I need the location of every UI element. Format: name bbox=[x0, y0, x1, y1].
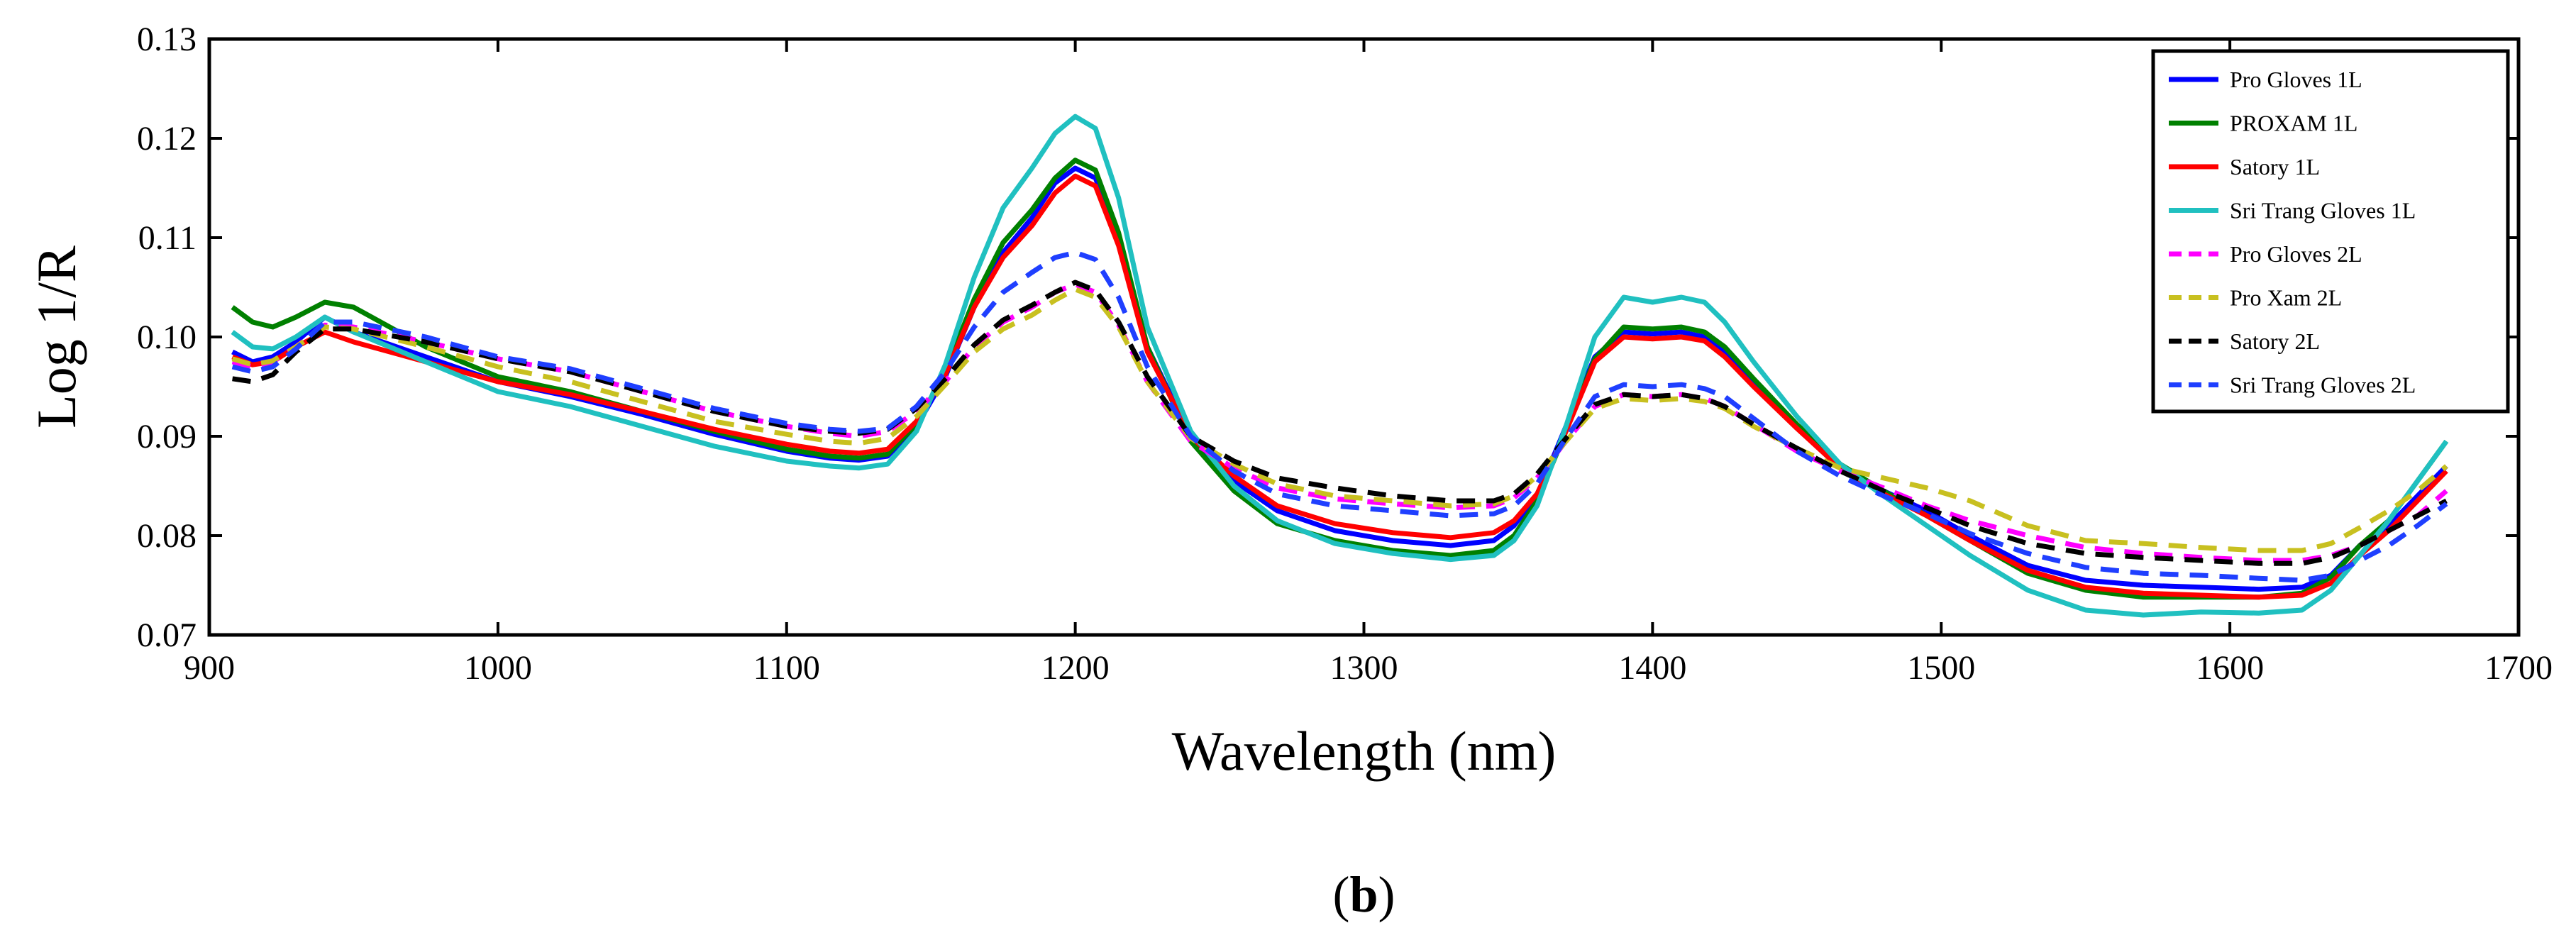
x-axis-title: Wavelength (nm) bbox=[1172, 720, 1557, 782]
series-layer bbox=[231, 114, 2449, 618]
x-tick-label: 1400 bbox=[1618, 649, 1686, 687]
legend-box bbox=[2151, 49, 2510, 414]
legend-label-3: Satory 1L bbox=[2230, 154, 2320, 179]
x-tick-label: 1200 bbox=[1041, 649, 1110, 687]
y-tick-label: 0.10 bbox=[137, 319, 197, 356]
legend-label-7: Satory 2L bbox=[2230, 328, 2320, 354]
x-tick-label: 900 bbox=[184, 649, 235, 687]
series-line-5 bbox=[231, 282, 2448, 563]
x-tick-label: 1300 bbox=[1330, 649, 1398, 687]
axis-tick-labels: 900 1000 1100 1200 1300 1400 1500 1600 1700 0.07 0… bbox=[137, 21, 2553, 687]
legend-items: Pro Gloves 1L PROXAM 1L Satory 1L Sri Trang… bbox=[2169, 67, 2416, 398]
caption-letter: b bbox=[1349, 866, 1378, 923]
series-line-3 bbox=[231, 173, 2448, 600]
y-tick-label: 0.13 bbox=[137, 21, 197, 58]
y-tick-label: 0.08 bbox=[137, 517, 197, 555]
series-line-4 bbox=[231, 114, 2449, 618]
legend-label-2: PROXAM 1L bbox=[2230, 111, 2357, 136]
legend-label-4: Sri Trang Gloves 1L bbox=[2230, 198, 2416, 223]
y-axis-title: Log 1/R bbox=[26, 245, 87, 428]
x-tick-label: 1600 bbox=[2196, 649, 2264, 687]
legend-label-8: Sri Trang Gloves 2L bbox=[2230, 372, 2416, 398]
x-tick-label: 1500 bbox=[1907, 649, 1975, 687]
series-line-1 bbox=[231, 165, 2448, 592]
y-tick-label: 0.11 bbox=[138, 219, 197, 257]
axis-ticks bbox=[208, 38, 2520, 636]
series-line-7 bbox=[232, 280, 2448, 566]
y-tick-label: 0.07 bbox=[137, 616, 197, 654]
x-tick-label: 1700 bbox=[2484, 649, 2553, 687]
legend-label-5: Pro Gloves 2L bbox=[2230, 241, 2362, 267]
legend: Pro Gloves 1L PROXAM 1L Satory 1L Sri Trang… bbox=[2151, 49, 2510, 414]
x-tick-label: 1000 bbox=[464, 649, 532, 687]
y-tick-label: 0.12 bbox=[137, 120, 197, 157]
legend-label-6: Pro Xam 2L bbox=[2230, 285, 2342, 311]
figure-caption: (b) bbox=[1332, 866, 1395, 923]
caption-close-paren: ) bbox=[1378, 866, 1395, 923]
legend-label-1: Pro Gloves 1L bbox=[2230, 67, 2362, 92]
caption-open-paren: ( bbox=[1332, 866, 1349, 923]
y-tick-label: 0.09 bbox=[137, 418, 197, 455]
x-tick-label: 1100 bbox=[753, 649, 820, 687]
series-line-6 bbox=[231, 287, 2448, 553]
series-line-8 bbox=[231, 250, 2448, 583]
